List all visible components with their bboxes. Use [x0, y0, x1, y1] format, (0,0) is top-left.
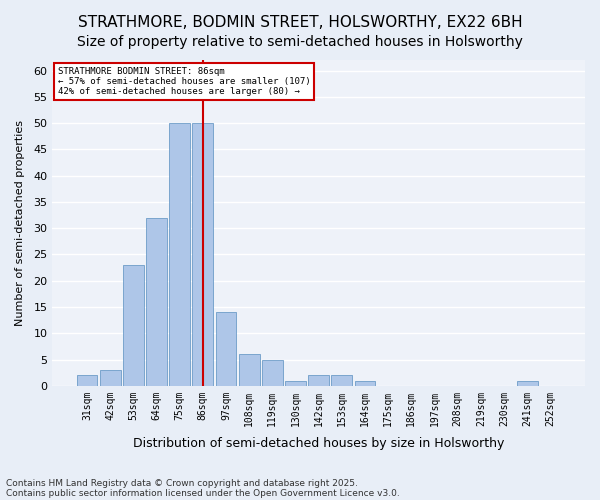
Bar	[262, 360, 283, 386]
Bar	[285, 380, 306, 386]
Text: STRATHMORE, BODMIN STREET, HOLSWORTHY, EX22 6BH: STRATHMORE, BODMIN STREET, HOLSWORTHY, E…	[77, 15, 523, 30]
Text: Size of property relative to semi-detached houses in Holsworthy: Size of property relative to semi-detach…	[77, 35, 523, 49]
Bar	[77, 376, 97, 386]
Y-axis label: Number of semi-detached properties: Number of semi-detached properties	[15, 120, 25, 326]
Bar	[239, 354, 260, 386]
Bar	[123, 265, 144, 386]
Bar	[215, 312, 236, 386]
Text: Contains public sector information licensed under the Open Government Licence v3: Contains public sector information licen…	[6, 488, 400, 498]
Bar	[146, 218, 167, 386]
Text: Contains HM Land Registry data © Crown copyright and database right 2025.: Contains HM Land Registry data © Crown c…	[6, 478, 358, 488]
Bar	[355, 380, 376, 386]
Bar	[308, 376, 329, 386]
Bar	[331, 376, 352, 386]
Bar	[100, 370, 121, 386]
Bar	[169, 123, 190, 386]
Text: STRATHMORE BODMIN STREET: 86sqm
← 57% of semi-detached houses are smaller (107)
: STRATHMORE BODMIN STREET: 86sqm ← 57% of…	[58, 66, 310, 96]
Bar	[517, 380, 538, 386]
X-axis label: Distribution of semi-detached houses by size in Holsworthy: Distribution of semi-detached houses by …	[133, 437, 505, 450]
Bar	[193, 123, 213, 386]
